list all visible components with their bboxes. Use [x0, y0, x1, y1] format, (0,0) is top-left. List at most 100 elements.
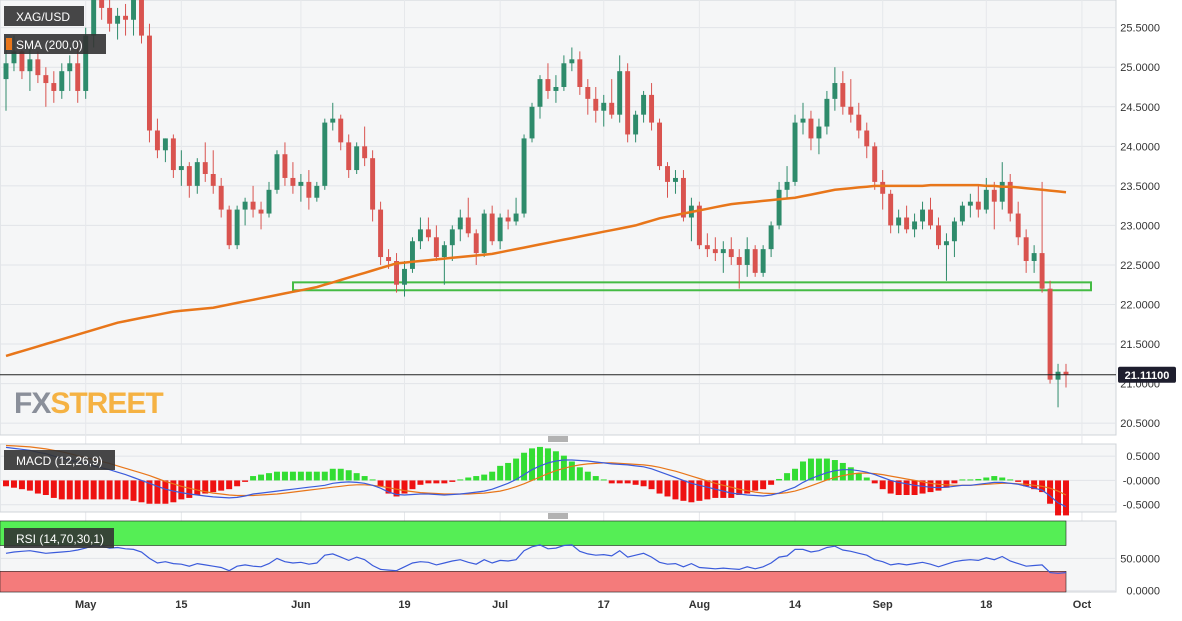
macd-histogram-bar	[895, 480, 902, 495]
macd-histogram-bar	[146, 480, 153, 504]
macd-label-bg	[4, 450, 115, 470]
macd-histogram-bar	[839, 462, 846, 481]
candle-body	[354, 146, 360, 171]
candle-body	[657, 122, 663, 167]
candle-body	[1007, 181, 1013, 214]
pane-resize-handle-1[interactable]	[548, 436, 568, 442]
candle-body	[1055, 371, 1061, 380]
candle-body	[505, 217, 511, 222]
candle-body	[67, 63, 73, 72]
macd-histogram-bar	[529, 448, 536, 481]
macd-histogram-bar	[800, 461, 806, 481]
macd-histogram-bar	[696, 480, 703, 501]
candle-body	[824, 98, 830, 127]
macd-histogram-bar	[194, 480, 201, 495]
macd-histogram-bar	[951, 480, 958, 484]
candle-body	[386, 257, 392, 261]
macd-histogram-bar	[178, 480, 185, 500]
macd-histogram-bar	[321, 471, 328, 481]
macd-histogram-bar	[983, 477, 990, 481]
macd-histogram-bar	[186, 480, 193, 498]
candle-body	[641, 94, 647, 115]
x-axis: May 15 Jun 19 Jul 17 Aug 14 Sep 18 Oct	[75, 599, 1091, 611]
macd-histogram-bar	[18, 480, 25, 490]
macd-histogram-bar	[1047, 480, 1054, 504]
macd-histogram-bar	[807, 458, 814, 481]
macd-histogram-bar	[911, 480, 918, 495]
macd-histogram-bar	[393, 480, 400, 497]
candle-body	[920, 209, 926, 222]
macd-histogram-bar	[441, 480, 448, 484]
price-tick-label: 23.5000	[1120, 181, 1160, 193]
candle-body	[553, 87, 559, 91]
candle-body	[991, 189, 997, 202]
macd-histogram-bar	[792, 468, 799, 481]
pane-resize-handle-2[interactable]	[548, 513, 568, 519]
candle-body	[880, 181, 886, 194]
macd-histogram-bar	[465, 477, 472, 481]
candle-body	[306, 181, 312, 198]
candle-body	[904, 217, 910, 230]
symbol-label-bg	[4, 6, 84, 26]
macd-histogram-bar	[82, 480, 89, 500]
macd-histogram-bar	[584, 471, 591, 481]
candle-body	[768, 225, 774, 250]
price-tick-label: 24.0000	[1120, 141, 1160, 153]
candle-body	[346, 142, 352, 171]
price-tick-label: 25.5000	[1120, 23, 1160, 35]
macd-histogram-bar	[943, 480, 950, 488]
candles-layer	[3, 0, 1069, 408]
macd-histogram-bar	[863, 477, 870, 481]
candle-body	[1015, 213, 1021, 238]
macd-histogram-bar	[281, 471, 288, 481]
macd-histogram-bar	[704, 480, 711, 500]
macd-histogram-bar	[632, 480, 639, 485]
candle-body	[139, 0, 144, 36]
macd-histogram-bar	[58, 480, 65, 500]
candle-body	[146, 35, 152, 131]
macd-histogram-bar	[991, 476, 998, 481]
candle-body	[362, 146, 368, 159]
macd-histogram-bar	[935, 480, 942, 491]
candle-body	[314, 185, 320, 198]
macd-histogram-bar	[728, 480, 735, 498]
macd-histogram-bar	[1023, 480, 1030, 487]
macd-histogram-bar	[608, 480, 615, 484]
candle-body	[457, 217, 463, 230]
macd-tick-label: 0.5000	[1126, 451, 1160, 463]
candle-body	[425, 229, 431, 238]
candle-body	[394, 261, 399, 285]
candle-body	[210, 174, 216, 186]
candle-body	[617, 71, 623, 115]
x-tick-label: 15	[175, 599, 187, 611]
candle-body	[561, 63, 567, 87]
x-tick-label: Aug	[689, 599, 710, 611]
candle-body	[999, 181, 1005, 202]
macd-histogram-bar	[1055, 480, 1062, 516]
macd-histogram-bar	[736, 480, 743, 495]
macd-histogram-bar	[600, 479, 607, 481]
macd-histogram-bar	[74, 480, 81, 500]
candle-body	[864, 130, 870, 147]
rsi-tick-label: 0.0000	[1126, 586, 1160, 598]
price-tick-label: 20.5000	[1120, 418, 1160, 430]
candle-body	[154, 130, 160, 151]
macd-histogram-bar	[114, 480, 121, 500]
macd-histogram-bar	[752, 480, 759, 491]
macd-histogram-bar	[98, 480, 105, 500]
candle-body	[545, 79, 551, 91]
macd-histogram-bar	[122, 480, 129, 500]
price-tag-text: 21.11100	[1125, 370, 1170, 382]
candle-body	[792, 122, 798, 182]
macd-histogram-bar	[345, 470, 352, 481]
candle-body	[896, 217, 902, 226]
macd-histogram-bar	[425, 480, 432, 484]
candle-body	[27, 59, 33, 72]
x-tick-label: 17	[598, 599, 610, 611]
candle-body	[378, 209, 384, 258]
macd-histogram-bar	[226, 480, 233, 490]
macd-histogram-bar	[815, 458, 822, 481]
macd-histogram-bar	[250, 476, 257, 481]
price-tick-label: 21.5000	[1120, 339, 1160, 351]
candle-body	[162, 138, 168, 151]
